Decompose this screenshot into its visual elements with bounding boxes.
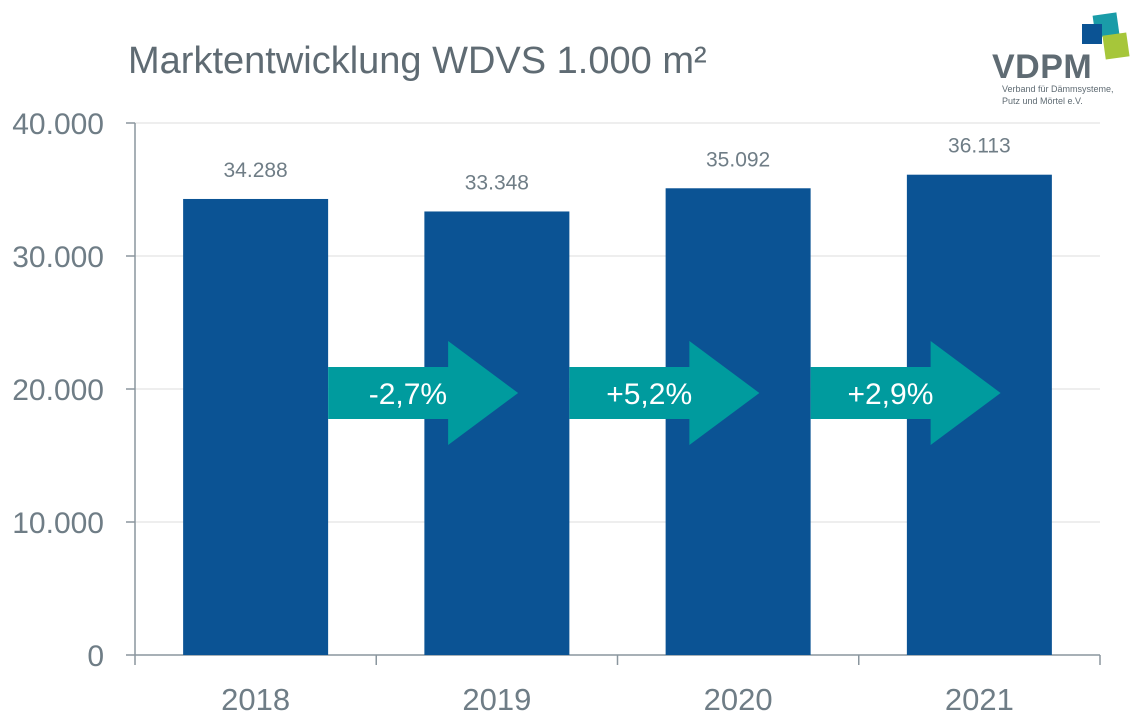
bar-2018 (183, 198, 329, 655)
bar-value-label: 33.348 (465, 171, 529, 194)
bar-value-label: 34.288 (224, 159, 288, 182)
y-tick-label: 10.000 (12, 507, 104, 540)
vdpm-logo: VDPM Verband für Dämmsysteme, Putz und M… (986, 12, 1136, 122)
change-arrow (569, 341, 760, 445)
y-tick-label: 30.000 (12, 241, 104, 274)
bar-value-label: 36.113 (948, 135, 1011, 158)
x-tick-label: 2021 (945, 682, 1014, 717)
x-tick-label: 2019 (462, 682, 531, 717)
y-tick-label: 40.000 (12, 108, 104, 141)
y-tick-label: 0 (87, 640, 104, 673)
change-label: +2,9% (847, 378, 933, 411)
change-label: +5,2% (606, 378, 692, 411)
change-label: -2,7% (369, 378, 447, 411)
bar-2019 (424, 211, 570, 655)
logo-squares-icon (1082, 12, 1130, 60)
x-tick-label: 2018 (221, 682, 290, 717)
chart-title: Marktentwicklung WDVS 1.000 m² (128, 40, 707, 82)
change-arrow (810, 341, 1001, 445)
bar-2020 (665, 188, 811, 655)
change-arrow (328, 341, 519, 445)
y-tick-label: 20.000 (12, 374, 104, 407)
logo-name: VDPM (992, 48, 1093, 86)
logo-subtitle-line1: Verband für Dämmsysteme, (1002, 84, 1114, 94)
x-tick-label: 2020 (704, 682, 773, 717)
bar-value-label: 35.092 (706, 148, 770, 171)
logo-subtitle-line2: Putz und Mörtel e.V. (1002, 96, 1083, 106)
